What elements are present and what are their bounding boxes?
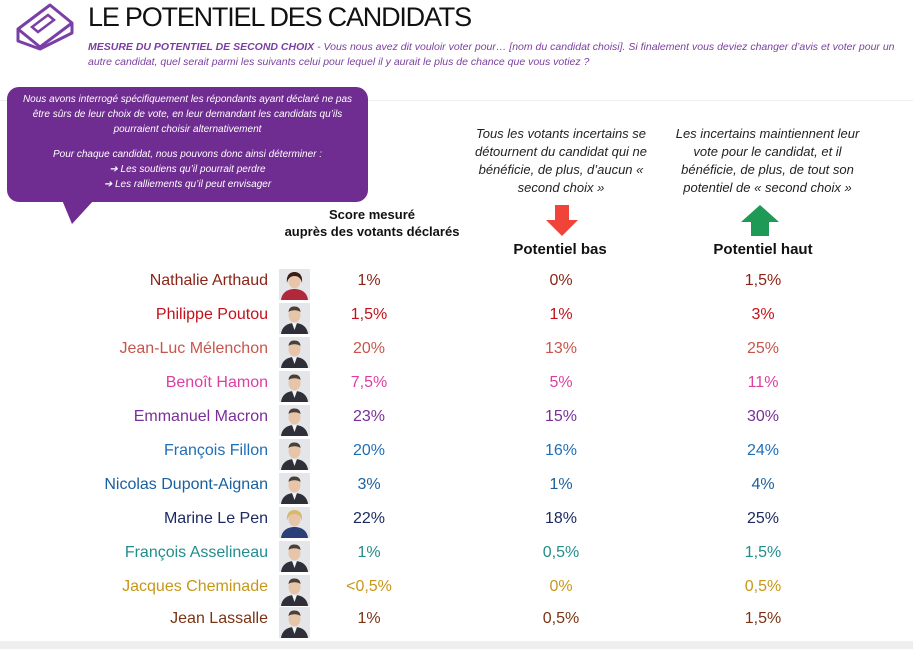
candidate-photo [279,337,310,368]
score-value: 1% [357,272,381,289]
candidate-photo [279,575,310,606]
low-potential-value: 0,5% [542,610,580,627]
page-title: LE POTENTIEL DES CANDIDATS [88,2,472,32]
candidate-photo [279,541,310,572]
high-potential-description: Les incertains maintiennent leur vote po… [675,126,860,195]
score-value: 20% [352,340,386,357]
candidate-photo [279,371,310,402]
bubble-paragraph-2: Pour chaque candidat, nous pouvons donc … [52,149,323,160]
candidate-photo [279,405,310,436]
low-potential-value: 1% [549,306,573,323]
score-value: 1% [357,544,381,561]
high-potential-value: 1,5% [744,544,782,561]
low-potential-value: 18% [544,510,578,527]
arrow-up-icon [741,205,779,236]
low-potential-value: 5% [549,374,573,391]
low-potential-description: Tous les votants incertains se détournen… [474,126,648,195]
high-potential-value: 1,5% [744,272,782,289]
ballot-box-logo-icon [16,3,74,51]
candidate-photo [279,303,310,334]
subtitle-text: - Vous nous avez dit vouloir voter pour…… [88,41,895,68]
candidate-name: Marine Le Pen [163,510,268,527]
score-value: 23% [352,408,386,425]
high-potential-value: 0,5% [744,578,782,595]
low-potential-value: 13% [544,340,578,357]
score-value: 1% [357,610,381,627]
candidate-photo [279,507,310,538]
high-potential-value: 3% [751,306,775,323]
candidate-name: Emmanuel Macron [133,408,268,425]
candidate-name: Benoît Hamon [165,374,268,391]
score-value: 22% [352,510,386,527]
score-header-line-2: auprès des votants déclarés [284,224,460,239]
low-potential-value: 16% [544,442,578,459]
candidate-name: Nicolas Dupont-Aignan [104,476,268,493]
low-potential-value: 0% [549,272,573,289]
low-potential-value: 15% [544,408,578,425]
low-potential-label: Potentiel bas [513,241,607,258]
high-potential-value: 25% [746,340,780,357]
high-potential-value: 25% [746,510,780,527]
score-column-header: Score mesuré auprès des votants déclarés [272,206,472,240]
candidate-photo [279,473,310,504]
candidate-name: Jacques Cheminade [122,578,268,595]
bubble-bullet-1: ➔ Les soutiens qu’il pourrait perdre [109,164,266,175]
candidate-name: François Fillon [163,442,268,459]
high-potential-value: 30% [746,408,780,425]
header-separator [0,100,913,101]
high-potential-value: 24% [746,442,780,459]
candidate-photo [279,439,310,470]
footer-bar [0,641,913,649]
candidate-photo [279,607,310,638]
score-value: 7,5% [350,374,388,391]
score-value: 20% [352,442,386,459]
bubble-bullet-2: ➔ Les ralliements qu’il peut envisager [103,179,272,190]
score-header-line-1: Score mesuré [329,207,415,222]
candidate-name: Jean-Luc Mélenchon [119,340,268,357]
bubble-paragraph-1: Nous avons interrogé spécifiquement les … [22,94,353,135]
score-value: 3% [357,476,381,493]
low-potential-value: 0% [549,578,573,595]
candidate-name: François Asselineau [124,544,268,561]
candidate-name: Jean Lassalle [170,610,268,627]
arrow-down-icon [546,205,578,236]
score-value: 1,5% [350,306,388,323]
candidate-name: Philippe Poutou [155,306,268,323]
low-potential-value: 0,5% [542,544,580,561]
candidate-name: Nathalie Arthaud [149,272,268,289]
high-potential-value: 1,5% [744,610,782,627]
high-potential-value: 11% [747,374,779,391]
explanation-bubble: Nous avons interrogé spécifiquement les … [7,87,368,202]
bubble-tail [62,200,94,224]
high-potential-label: Potentiel haut [713,241,813,258]
low-potential-value: 1% [549,476,573,493]
subtitle-lead: MESURE DU POTENTIEL DE SECOND CHOIX [88,41,315,53]
high-potential-value: 4% [751,476,775,493]
score-value: <0,5% [346,578,392,595]
page-subtitle: MESURE DU POTENTIEL DE SECOND CHOIX - Vo… [88,40,903,70]
candidate-photo [279,269,310,300]
